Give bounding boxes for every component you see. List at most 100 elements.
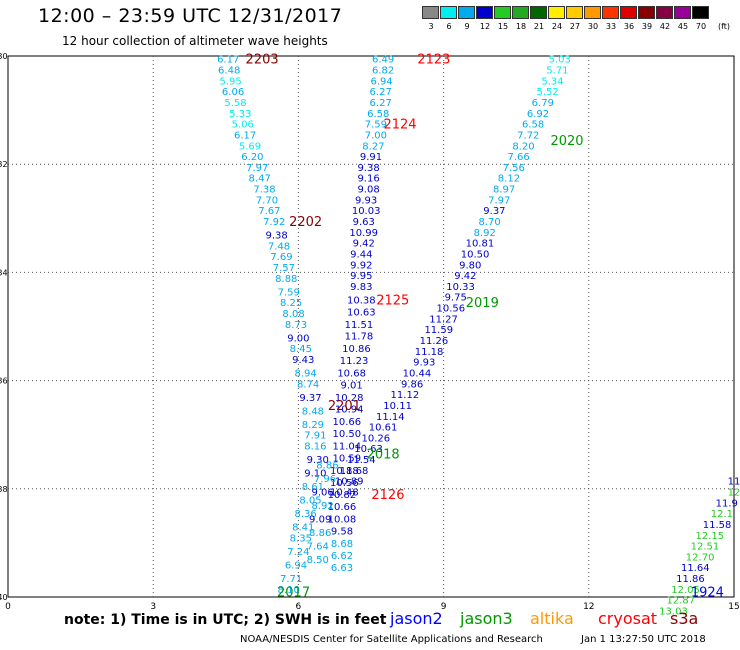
track-point: 6.06 (222, 87, 244, 98)
color-scale-swatch (512, 6, 529, 19)
track-point: 12.15 (695, 531, 724, 542)
track-point: 8.97 (493, 185, 515, 196)
track-point: 8.86 (309, 528, 331, 539)
track-point: 10.56 (330, 478, 359, 489)
color-scale-label: 42 (659, 22, 671, 31)
track-point: 6.49 (372, 55, 394, 66)
track-point: 6.82 (372, 66, 394, 77)
color-scale-label: 30 (587, 22, 599, 31)
track-point: 7.92 (263, 217, 285, 228)
color-scale-label: 45 (677, 22, 689, 31)
track-point: 9.42 (454, 271, 476, 282)
track-point: 5.33 (229, 109, 251, 120)
track-point: 10.28 (335, 393, 364, 404)
track-point: 6.27 (370, 87, 392, 98)
track-point: 5.03 (549, 55, 571, 66)
color-scale-label: 18 (515, 22, 527, 31)
color-scale-swatch (494, 6, 511, 19)
track-point: 9.58 (331, 526, 353, 537)
track-point: 8.27 (362, 141, 384, 152)
track-point: 7.67 (258, 206, 280, 217)
color-scale-swatch (674, 6, 691, 19)
track-point: 9.75 (445, 293, 467, 304)
track-point: 5.95 (220, 76, 242, 87)
track-point: 8.41 (292, 523, 314, 534)
track-point: 8.70 (478, 217, 500, 228)
track-point: 7.56 (503, 163, 525, 174)
track-point: 12.1 (711, 509, 733, 520)
track-point: 8.16 (304, 442, 326, 453)
track-point: 9.08 (357, 185, 379, 196)
track-point: 9.37 (299, 393, 321, 404)
track-point: 7.71 (280, 574, 302, 585)
track-point: 8.68 (331, 539, 353, 550)
track-point: 6.62 (331, 551, 353, 562)
track-point: 8.86 (316, 460, 338, 471)
track-point: 9.42 (353, 239, 375, 250)
track-point: 8.50 (307, 555, 329, 566)
track-point: 11.68 (340, 466, 369, 477)
track-label: 2020 (550, 134, 583, 149)
track-point: 10.38 (347, 295, 376, 306)
track-point: 6.17 (234, 130, 256, 141)
track-label: 2018 (367, 448, 400, 463)
track-point: 9.83 (350, 282, 372, 293)
track-point: 10.61 (369, 423, 398, 434)
color-scale-label: 27 (569, 22, 581, 31)
track-point: 8.47 (249, 174, 271, 185)
track-point: 10.99 (349, 228, 378, 239)
track-point: 6.48 (218, 66, 240, 77)
track-point: 7.48 (268, 241, 290, 252)
track-point: 8.94 (295, 368, 317, 379)
track-point: 7.72 (517, 130, 539, 141)
y-tick-label: -38 (0, 485, 8, 494)
track-point: 9.63 (353, 217, 375, 228)
track-point: 11.51 (345, 320, 374, 331)
track-point: 11.12 (391, 390, 420, 401)
track-point: 7.97 (488, 195, 510, 206)
color-scale-label: 9 (464, 22, 470, 31)
track-point: 7.66 (507, 152, 529, 163)
track-point: 8.08 (282, 309, 304, 320)
track-label: 2019 (466, 296, 499, 311)
color-scale-swatch (602, 6, 619, 19)
track-point: 7.59 (365, 120, 387, 131)
color-scale-label: 21 (533, 22, 545, 31)
color-scale-label: 6 (446, 22, 452, 31)
track-point: 11.54 (347, 455, 376, 466)
track-point: 10.59 (332, 453, 361, 464)
track-point: 11.59 (424, 325, 453, 336)
track-point: 9.91 (360, 152, 382, 163)
track-point: 7.59 (278, 287, 300, 298)
track-point: 8.10 (278, 585, 300, 596)
track-point: 11.26 (420, 336, 449, 347)
track-point: 10.68 (337, 368, 366, 379)
track-point: 10.81 (466, 239, 495, 250)
legend-cryosat: cryosat (598, 609, 658, 628)
track-point: 6.20 (241, 152, 263, 163)
track-point: 11 (728, 477, 740, 488)
track-point: 8.35 (290, 533, 312, 544)
track-point: 10.82 (328, 490, 357, 501)
track-point: 11.04 (332, 442, 361, 453)
track-point: 10.63 (354, 444, 383, 455)
track-point: 10.50 (332, 429, 361, 440)
track-point: 8.45 (290, 344, 312, 355)
color-scale-label: 36 (623, 22, 635, 31)
track-point: 8.48 (302, 406, 324, 417)
track-point: 12 (728, 488, 740, 499)
track-point: 11.78 (345, 332, 374, 343)
track-point: 8.61 (302, 482, 324, 493)
legend-jason2: jason2 (390, 609, 443, 628)
track-point: 10.89 (335, 477, 364, 488)
track-point: 9.10 (304, 469, 326, 480)
track-point: 7.69 (270, 252, 292, 263)
track-point: 12.87 (666, 596, 695, 607)
track-point: 10.86 (342, 344, 371, 355)
track-point: 10.50 (461, 249, 490, 260)
legend-altika: altika (530, 609, 574, 628)
color-scale-swatch (422, 6, 439, 19)
track-point: 8.05 (299, 496, 321, 507)
color-scale-unit: (ft) (718, 22, 731, 31)
track-point: 7.57 (273, 263, 295, 274)
